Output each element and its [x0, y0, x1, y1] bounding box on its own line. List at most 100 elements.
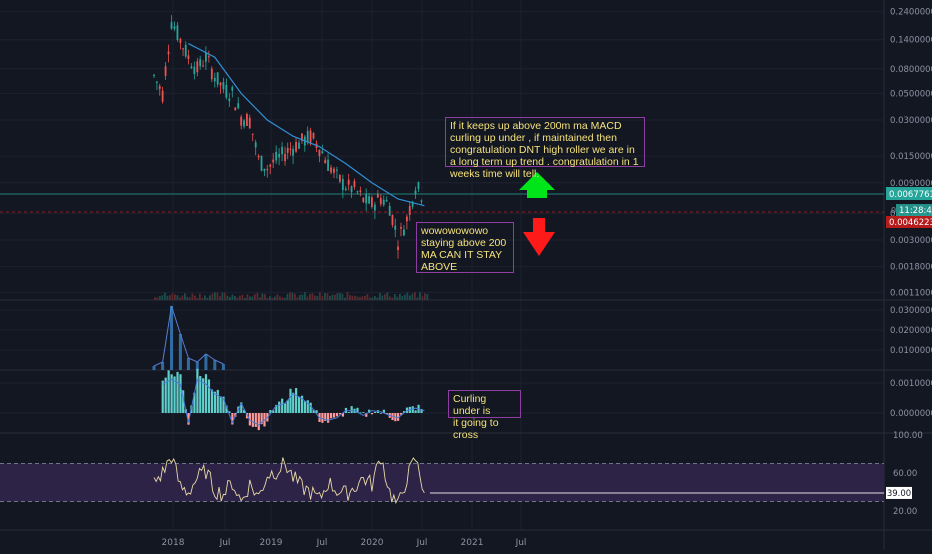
- volume-bar: [376, 297, 379, 300]
- candle-body: [379, 198, 382, 205]
- candle-body: [301, 133, 303, 141]
- macd-bar: [292, 392, 295, 413]
- volume-bar: [286, 293, 289, 300]
- volume-spike: [195, 362, 199, 370]
- candle-body: [202, 65, 204, 67]
- volume-bar: [279, 296, 281, 300]
- x-tick-label: Jul: [515, 538, 527, 548]
- volume-bar: [311, 293, 314, 300]
- macd-bar: [164, 377, 167, 413]
- volume-bar: [264, 294, 266, 300]
- volume-bar: [369, 297, 371, 300]
- candle-body: [257, 155, 260, 158]
- rsi-band: [0, 463, 884, 502]
- macd-bar: [330, 413, 333, 419]
- volume-bar: [236, 297, 239, 300]
- volume-bar: [399, 293, 401, 300]
- macd-bar: [347, 412, 350, 413]
- macd-bar: [222, 396, 225, 413]
- y-tick-label: 20.00: [893, 507, 917, 517]
- candle-body: [312, 132, 315, 139]
- ma-200-line: [188, 43, 425, 207]
- volume-bar: [226, 295, 229, 300]
- y-tick-label: 0.01000000: [890, 346, 932, 356]
- macd-bar: [207, 379, 211, 413]
- candle-body: [193, 66, 196, 75]
- candle-body: [199, 59, 202, 67]
- volume-bar: [426, 294, 429, 300]
- macd-bar: [289, 388, 292, 413]
- candle-body: [164, 66, 167, 76]
- candle-body: [182, 48, 184, 50]
- macd-bar: [260, 413, 263, 425]
- volume-bar: [214, 292, 216, 300]
- annotation-macd-note: Curling under is it going to cross: [448, 390, 521, 441]
- volume-bar: [181, 295, 184, 300]
- candle-body: [333, 168, 335, 173]
- candle-body: [219, 82, 222, 86]
- candle-body: [309, 130, 312, 143]
- y-tick-label: 0.14000000: [890, 36, 932, 46]
- volume-bar: [221, 292, 224, 300]
- x-tick-label: 2018: [162, 538, 185, 548]
- volume-bar: [194, 295, 196, 300]
- x-tick-label: 2020: [361, 538, 384, 548]
- macd-bar: [315, 410, 318, 413]
- macd-bar: [216, 389, 219, 413]
- macd-bar: [275, 404, 278, 413]
- candle-body: [324, 159, 327, 164]
- volume-bar: [411, 293, 414, 300]
- candle-body: [405, 216, 408, 222]
- ma-value-badge: [886, 216, 932, 228]
- candle-body: [153, 74, 155, 77]
- macd-bar: [196, 368, 199, 413]
- volume-bar: [184, 293, 186, 300]
- volume-bar: [316, 296, 319, 300]
- macd-bar: [327, 413, 330, 423]
- x-tick-label: Jul: [219, 538, 231, 548]
- volume-bar: [204, 295, 206, 300]
- candle-body: [318, 149, 321, 157]
- macd-bar: [359, 412, 362, 414]
- candle-body: [347, 179, 350, 185]
- macd-bar: [210, 389, 214, 413]
- volume-bar: [271, 297, 274, 300]
- volume-bar: [371, 297, 374, 300]
- volume-spike: [204, 354, 208, 370]
- candle-body: [237, 103, 240, 109]
- macd-bar: [379, 412, 383, 414]
- volume-bar: [229, 296, 231, 300]
- macd-bar: [382, 409, 385, 413]
- candle-body: [338, 174, 341, 182]
- candle-body: [179, 38, 182, 43]
- macd-bar: [202, 378, 205, 413]
- macd-bar: [228, 411, 231, 413]
- candle-body: [417, 182, 420, 190]
- candle-body: [376, 194, 379, 198]
- volume-bar: [244, 297, 246, 300]
- candle-body: [298, 142, 300, 149]
- candle-body: [243, 120, 245, 127]
- macd-bar: [397, 413, 400, 421]
- candle-body: [269, 164, 272, 167]
- volume-bar: [421, 296, 424, 300]
- macd-bar: [254, 413, 257, 427]
- candle-body: [246, 113, 248, 126]
- volume-bar: [274, 296, 276, 300]
- macd-bar: [204, 374, 208, 413]
- volume-bar: [341, 293, 344, 300]
- candle-body: [284, 153, 286, 162]
- macd-bar: [399, 413, 403, 415]
- macd-bar: [370, 413, 374, 415]
- macd-bar: [365, 413, 368, 417]
- macd-bar: [179, 374, 182, 413]
- volume-bar: [201, 297, 204, 300]
- volume-bar: [294, 293, 296, 300]
- macd-bar: [312, 409, 315, 413]
- candle-body: [420, 200, 423, 202]
- macd-bar: [193, 392, 196, 413]
- candle-body: [260, 155, 263, 171]
- candle-body: [170, 22, 173, 29]
